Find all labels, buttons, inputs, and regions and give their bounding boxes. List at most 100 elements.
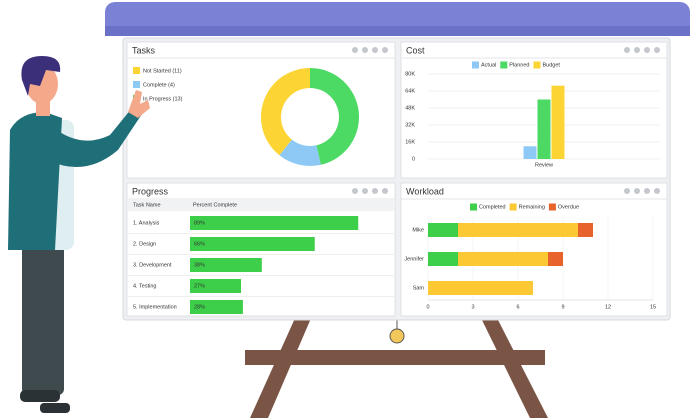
easel [245, 316, 548, 418]
x-tick-label: 12 [605, 304, 611, 310]
legend-label: Actual [481, 62, 496, 68]
donut-slice [310, 68, 360, 165]
table-header [128, 199, 394, 211]
bar-segment [428, 281, 533, 295]
value-label: 28% [194, 304, 205, 310]
legend-label: Complete (4) [143, 82, 175, 88]
hand [128, 90, 150, 118]
row-label: 3. Development [133, 262, 172, 268]
hair [21, 56, 61, 96]
y-tick-label: Sam [413, 285, 425, 291]
y-tick-label: 80K [405, 71, 415, 77]
panel-icon [644, 188, 650, 194]
bar [190, 279, 242, 293]
bar [551, 85, 565, 159]
panel-title: Tasks [132, 45, 156, 55]
bar [523, 146, 537, 159]
panel-title: Progress [132, 186, 169, 196]
easel-bar [245, 350, 545, 365]
x-tick-label: 15 [650, 304, 656, 310]
legend-label: Planned [509, 62, 529, 68]
legend-swatch [133, 67, 140, 74]
shoe [40, 403, 70, 413]
legend-label: Not Started (11) [143, 68, 182, 74]
donut-slice [279, 139, 321, 166]
board-top-edge [105, 26, 690, 36]
bar [190, 258, 262, 272]
panel-icon [644, 47, 650, 53]
legend-swatch [500, 61, 508, 69]
bar-segment [458, 252, 548, 266]
value-label: 89% [194, 220, 205, 226]
value-label: 27% [194, 283, 205, 289]
panel [400, 182, 668, 317]
y-tick-label: Jennifer [404, 256, 424, 262]
legend-label: Budget [542, 62, 560, 68]
y-tick-label: 64K [405, 88, 415, 94]
legend-swatch [509, 203, 517, 211]
bar-segment [428, 252, 458, 266]
easel-leg [480, 316, 548, 418]
bar-segment [578, 223, 593, 237]
panel-title: Workload [406, 186, 444, 196]
bar [190, 237, 315, 251]
row-label: 1. Analysis [133, 220, 160, 226]
panel-icon [352, 47, 358, 53]
panel-icon [352, 188, 358, 194]
value-label: 38% [194, 262, 205, 268]
legend-label: Overdue [558, 204, 579, 210]
column-header: Percent Complete [193, 202, 237, 208]
value-label: 66% [194, 241, 205, 247]
panel-icon [372, 47, 378, 53]
bar [190, 300, 243, 314]
legend-swatch [470, 203, 477, 211]
bar [190, 216, 359, 230]
panel-title: Cost [406, 45, 425, 55]
x-tick-label: 3 [471, 304, 474, 310]
y-tick-label: 32K [405, 122, 415, 128]
panel-icon [634, 188, 640, 194]
bar-segment [428, 223, 458, 237]
row-label: 4. Testing [133, 283, 156, 289]
bar [537, 99, 551, 159]
legend-swatch [548, 203, 556, 211]
legend-label: In Progress (13) [143, 96, 183, 102]
panel-icon [624, 188, 630, 194]
legend-swatch [533, 61, 541, 69]
easel-leg [250, 316, 312, 418]
y-tick-label: 16K [405, 139, 415, 145]
panel-icon [654, 188, 660, 194]
x-tick-label: 0 [426, 304, 429, 310]
panel-icon [362, 188, 368, 194]
legend-swatch [133, 81, 140, 88]
row-label: 5. Implementation [133, 304, 177, 310]
bar-segment [458, 223, 578, 237]
legend-swatch [472, 61, 479, 69]
jacket [8, 112, 62, 250]
donut-slice [261, 68, 310, 156]
panel-icon [382, 47, 388, 53]
panel-icon [372, 188, 378, 194]
x-tick-label: 6 [516, 304, 519, 310]
pendant [389, 328, 405, 344]
panel-icon [634, 47, 640, 53]
panel-icon [382, 188, 388, 194]
shoe [20, 390, 60, 402]
pants [22, 245, 64, 395]
legend-label: Remaining [519, 204, 545, 210]
x-tick-label: 9 [561, 304, 564, 310]
column-header: Task Name [133, 202, 161, 208]
panel-icon [654, 47, 660, 53]
row-label: 2. Design [133, 241, 156, 247]
y-tick-label: 0 [412, 156, 415, 162]
y-tick-label: 48K [405, 105, 415, 111]
y-tick-label: Mike [412, 227, 424, 233]
panel-icon [624, 47, 630, 53]
panel-icon [362, 47, 368, 53]
arm [48, 108, 142, 168]
person [8, 56, 150, 413]
bar-segment [548, 252, 563, 266]
x-tick-label: Review [535, 162, 553, 168]
legend-label: Completed [479, 204, 506, 210]
